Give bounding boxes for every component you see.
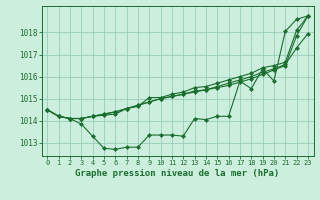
X-axis label: Graphe pression niveau de la mer (hPa): Graphe pression niveau de la mer (hPa) [76, 169, 280, 178]
